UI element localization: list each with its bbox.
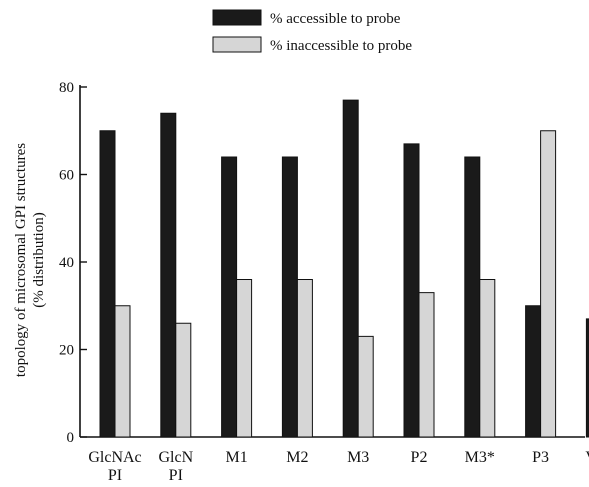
bar-accessible-6 [464,156,481,438]
bar-inaccessible-3 [296,279,313,438]
x-tick-label: VSG [585,449,589,466]
bar-inaccessible-6 [479,279,496,438]
y-tick-label: 20 [59,343,74,359]
x-tick-label: P3 [532,449,549,466]
legend: % accessible to probe % inaccessible to … [212,9,412,54]
bar-accessible-1 [160,112,177,438]
legend-swatch-inaccessible [212,36,262,53]
bar-inaccessible-4 [357,335,374,438]
y-axis-title-line1: topology of microsomal GPI structures [13,143,29,377]
y-axis-title: topology of microsomal GPI structures (%… [13,143,47,377]
bar-inaccessible-7 [540,130,557,438]
legend-swatch-accessible [212,9,262,26]
bar-inaccessible-5 [418,292,435,438]
x-tick-label: M2 [286,449,308,466]
bars [99,99,589,438]
bar-accessible-4 [342,99,359,438]
bar-accessible-0 [99,130,116,438]
legend-label-inaccessible: % inaccessible to probe [270,38,412,54]
bar-accessible-7 [525,305,542,438]
x-tick-label: M1 [225,449,247,466]
x-tick-label: P2 [411,449,428,466]
bar-inaccessible-1 [175,322,192,438]
x-tick-label-line2: PI [108,467,122,483]
x-tick-label: M3 [347,449,369,466]
bar-accessible-3 [281,156,298,438]
x-tick-label: GlcNAc [88,449,141,466]
bar-inaccessible-2 [236,279,253,438]
x-tick-label-line2: PI [169,467,183,483]
y-tick-label: 0 [67,430,75,446]
bar-accessible-8 [585,318,589,438]
legend-label-accessible: % accessible to probe [270,11,401,27]
bar-accessible-2 [221,156,238,438]
y-tick-label: 80 [59,80,74,96]
bar-inaccessible-0 [114,305,131,438]
y-tick-label: 60 [59,168,74,184]
bar-accessible-5 [403,143,420,438]
y-tick-label: 40 [59,255,74,271]
y-axis-title-line2: (% distribution) [31,212,47,307]
x-tick-label: M3* [465,449,495,466]
axes: 0 20 40 60 80 [59,80,585,446]
x-tick-label: GlcN [158,449,193,466]
